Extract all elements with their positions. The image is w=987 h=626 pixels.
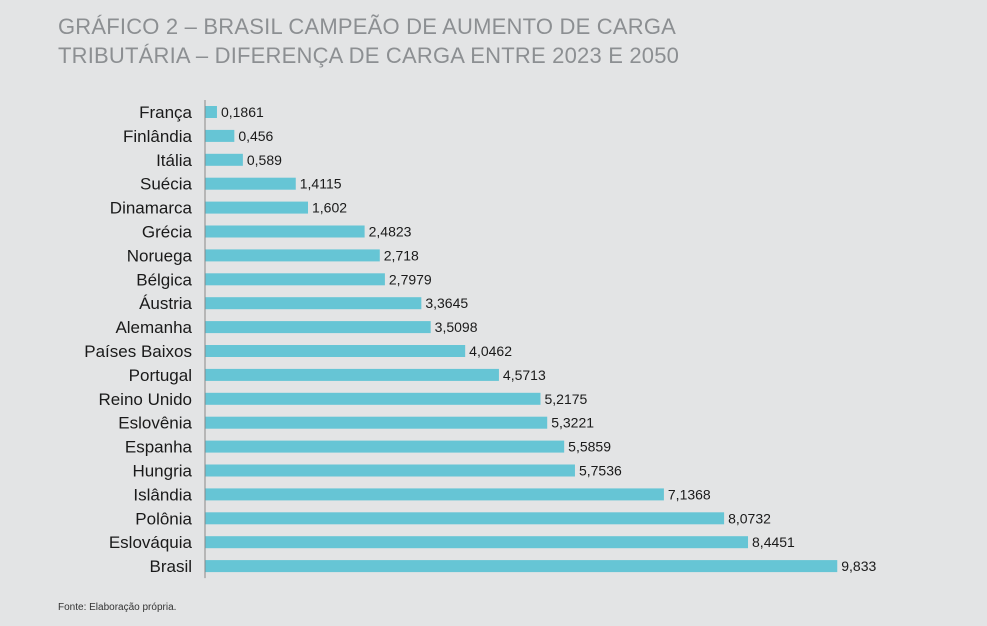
value-label: 4,5713 — [503, 367, 546, 383]
category-label: Polônia — [135, 509, 192, 528]
bar — [205, 225, 365, 238]
value-label: 0,1861 — [221, 104, 264, 120]
category-label: Portugal — [129, 366, 192, 385]
value-label: 1,4115 — [300, 176, 342, 192]
category-label: Islândia — [133, 485, 192, 504]
chart-title-line-2: TRIBUTÁRIA – DIFERENÇA DE CARGA ENTRE 20… — [58, 43, 680, 68]
value-label: 8,0732 — [728, 510, 771, 526]
bar — [205, 177, 296, 190]
value-label: 5,5859 — [568, 439, 611, 455]
category-label: Itália — [156, 151, 192, 170]
category-label: Noruega — [127, 246, 193, 265]
category-label: Alemanha — [115, 318, 192, 337]
bar — [205, 153, 243, 166]
bar — [205, 512, 725, 525]
value-label: 3,5098 — [435, 319, 478, 335]
bar — [205, 464, 575, 477]
value-label: 2,7979 — [389, 271, 432, 287]
bar — [205, 488, 664, 501]
category-label: França — [139, 103, 192, 122]
bar — [205, 440, 565, 453]
category-label: Países Baixos — [84, 342, 192, 361]
value-label: 2,718 — [384, 247, 419, 263]
value-label: 5,7536 — [579, 463, 622, 479]
category-label: Dinamarca — [110, 199, 193, 218]
bar — [205, 129, 235, 142]
bar — [205, 106, 217, 118]
category-label: Suécia — [140, 175, 193, 194]
bar — [205, 560, 838, 573]
bar — [205, 392, 541, 405]
bar — [205, 321, 431, 334]
value-label: 4,0462 — [469, 343, 512, 359]
bar — [205, 345, 466, 357]
bar — [205, 368, 499, 381]
bar — [205, 297, 422, 310]
value-label: 5,2175 — [544, 391, 587, 407]
value-label: 1,602 — [312, 200, 347, 216]
value-label: 8,4451 — [752, 534, 795, 550]
value-label: 7,1368 — [668, 486, 711, 502]
category-label: Eslováquia — [109, 533, 193, 552]
chart-title-line-1: GRÁFICO 2 – BRASIL CAMPEÃO DE AUMENTO DE… — [58, 14, 677, 39]
value-label: 9,833 — [841, 558, 876, 574]
category-label: Áustria — [139, 294, 192, 313]
category-label: Eslovênia — [118, 414, 192, 433]
bar — [205, 249, 380, 262]
category-label: Hungria — [132, 462, 192, 481]
category-label: Grécia — [142, 223, 193, 242]
source-note: Fonte: Elaboração própria. — [58, 602, 177, 613]
bar — [205, 201, 309, 214]
bar — [205, 536, 749, 549]
chart-title: GRÁFICO 2 – BRASIL CAMPEÃO DE AUMENTO DE… — [58, 12, 958, 70]
value-label: 0,589 — [247, 152, 282, 168]
category-label: Espanha — [125, 438, 193, 457]
bar — [205, 416, 548, 429]
category-label: Finlândia — [123, 127, 193, 146]
value-label: 3,3645 — [425, 295, 468, 311]
bar — [205, 273, 385, 286]
value-label: 5,3221 — [551, 415, 594, 431]
value-label: 2,4823 — [369, 224, 412, 240]
category-label: Bélgica — [136, 270, 192, 289]
category-label: Brasil — [149, 557, 192, 576]
category-label: Reino Unido — [98, 390, 192, 409]
value-label: 0,456 — [238, 128, 273, 144]
